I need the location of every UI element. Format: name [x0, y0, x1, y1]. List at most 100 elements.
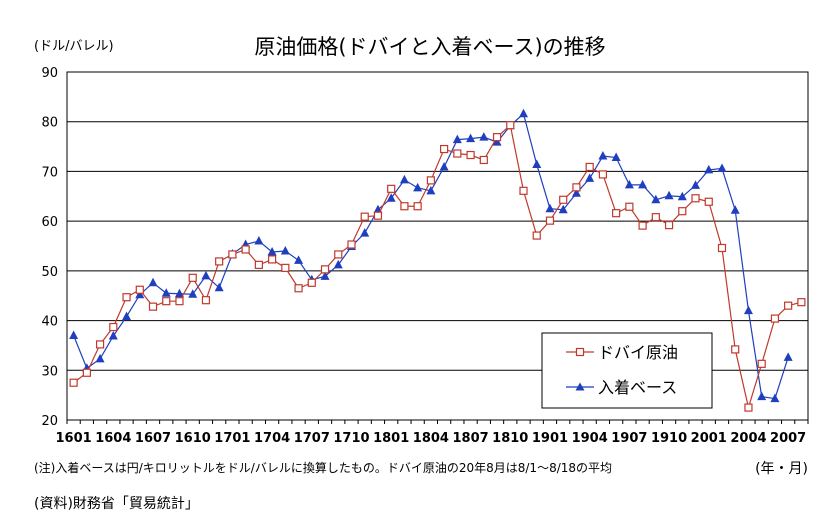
- data-point: [466, 133, 476, 143]
- data-point: [294, 255, 304, 264]
- data-point: [426, 176, 435, 185]
- legend: ドバイ原油 入着ベース: [541, 332, 713, 409]
- data-point: [545, 203, 555, 213]
- x-tick-label: 1601: [56, 431, 92, 446]
- x-tick-label: 1810: [492, 431, 528, 446]
- x-tick-label: 2007: [770, 431, 806, 446]
- data-point: [188, 289, 198, 298]
- x-tick-label: 1710: [333, 431, 369, 446]
- data-point: [731, 345, 740, 354]
- legend-swatch-marker-arrival: [575, 382, 585, 391]
- data-point: [254, 260, 263, 269]
- data-point: [214, 282, 224, 292]
- data-point: [585, 173, 595, 182]
- x-tick-label: 1704: [254, 431, 290, 446]
- data-point: [109, 322, 118, 332]
- data-point: [440, 144, 449, 154]
- data-point: [148, 302, 158, 311]
- data-point: [691, 180, 701, 189]
- data-point: [373, 211, 383, 220]
- data-point: [572, 183, 581, 192]
- data-point: [241, 245, 250, 254]
- data-point: [704, 164, 714, 174]
- data-point: [267, 246, 277, 256]
- data-point: [268, 255, 277, 264]
- data-point: [611, 152, 621, 162]
- data-point: [519, 186, 528, 195]
- data-point: [161, 288, 171, 297]
- data-point: [426, 185, 436, 195]
- data-point: [664, 221, 674, 230]
- x-tick-label: 1907: [611, 431, 647, 446]
- data-point: [201, 270, 211, 280]
- data-point: [677, 191, 687, 201]
- data-point: [717, 163, 727, 172]
- data-point: [598, 170, 608, 179]
- legend-box: [541, 332, 713, 409]
- data-point: [704, 197, 713, 206]
- data-point: [757, 359, 766, 368]
- data-point: [400, 202, 409, 211]
- data-point: [174, 288, 184, 298]
- source-note: (資料)財務省「貿易統計」: [34, 496, 199, 512]
- series-arrival: [69, 108, 793, 403]
- data-point: [135, 285, 144, 294]
- y-tick-label: 90: [41, 66, 58, 81]
- data-point: [691, 194, 700, 203]
- x-tick-label: 1607: [135, 431, 171, 446]
- x-tick-label: 2004: [730, 431, 766, 446]
- data-point: [479, 132, 489, 141]
- y-tick-label: 30: [41, 364, 58, 379]
- data-point: [664, 190, 674, 200]
- data-point: [135, 289, 145, 299]
- data-point: [598, 151, 608, 160]
- gridlines: [67, 71, 808, 371]
- data-point: [558, 204, 568, 214]
- data-point: [757, 391, 767, 401]
- data-point: [638, 179, 648, 189]
- data-point: [439, 161, 449, 171]
- x-tick-label: 1604: [95, 431, 131, 446]
- data-point: [360, 228, 370, 237]
- data-point: [651, 213, 660, 222]
- footnote: (注)入着ベースは円/キロリットルをドル/バレルに換算したもの。ドバイ原油の20…: [34, 460, 612, 475]
- data-point: [294, 284, 303, 293]
- y-tick-label: 50: [41, 265, 58, 280]
- data-point: [347, 240, 356, 249]
- data-point: [108, 330, 118, 340]
- data-point: [69, 330, 79, 339]
- data-point: [320, 265, 330, 274]
- legend-label-dubai: ドバイ原油: [598, 343, 678, 362]
- data-point: [624, 179, 634, 189]
- series-group: [69, 108, 806, 412]
- legend-label-arrival: 入着ベース: [598, 378, 677, 397]
- data-point: [201, 296, 211, 305]
- data-point: [413, 202, 422, 211]
- data-point: [82, 368, 91, 377]
- data-point: [399, 174, 409, 184]
- data-point: [532, 231, 541, 240]
- data-point: [545, 216, 555, 225]
- data-point: [571, 188, 581, 197]
- data-point: [386, 193, 396, 202]
- data-point: [95, 340, 105, 349]
- data-point: [148, 277, 158, 287]
- x-tick-label: 2001: [691, 431, 727, 446]
- data-point: [281, 263, 290, 272]
- data-point: [453, 149, 462, 158]
- data-point: [334, 250, 343, 259]
- data-point: [532, 159, 542, 168]
- data-point: [360, 212, 369, 221]
- data-point: [320, 271, 330, 280]
- data-point: [162, 297, 171, 306]
- data-point: [651, 194, 661, 204]
- data-point: [559, 195, 568, 204]
- data-point: [770, 314, 780, 323]
- x-tick-label: 1707: [294, 431, 330, 446]
- data-point: [585, 162, 594, 172]
- x-tick-label: 1904: [572, 431, 608, 446]
- series-dubai: [69, 121, 806, 412]
- x-tick-label: 1801: [373, 431, 409, 446]
- data-point: [678, 207, 687, 216]
